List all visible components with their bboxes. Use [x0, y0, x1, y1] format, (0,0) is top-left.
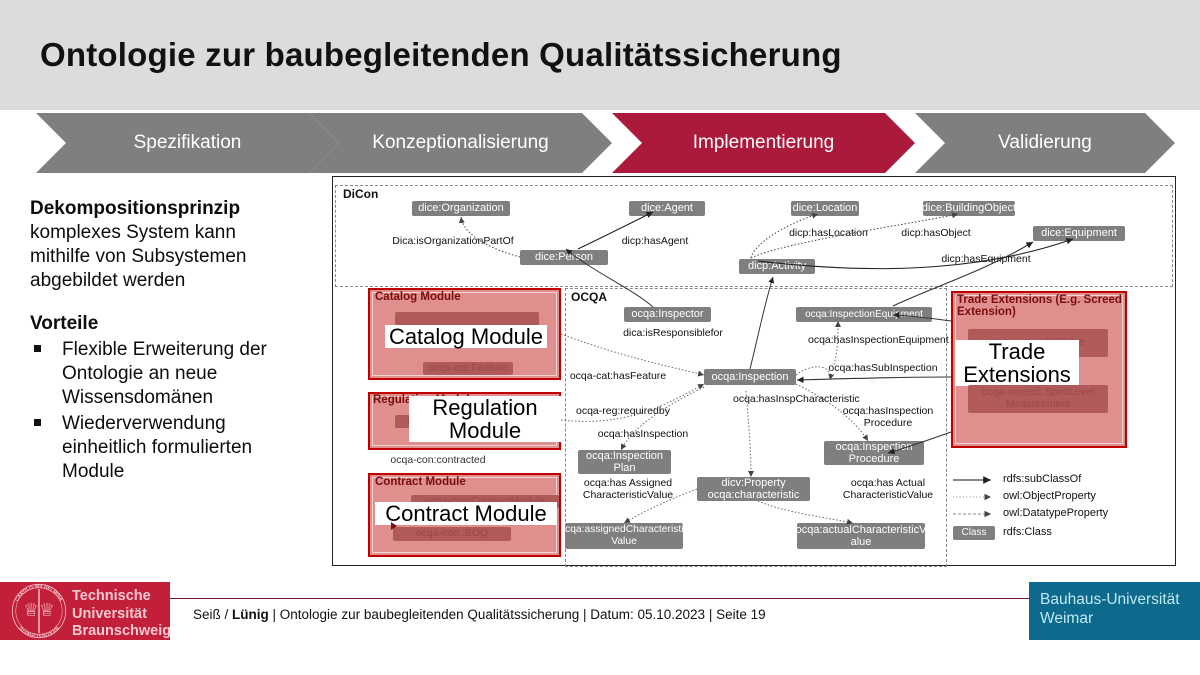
- svg-text:♕♕: ♕♕: [23, 600, 54, 620]
